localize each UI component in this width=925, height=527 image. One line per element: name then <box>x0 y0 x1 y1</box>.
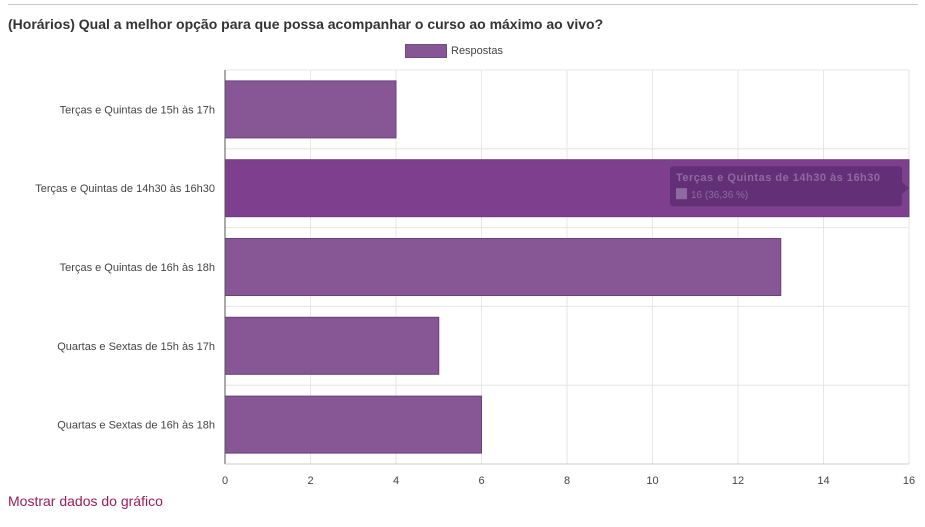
category-label: Quartas e Sextas de 16h às 18h <box>57 420 215 432</box>
bar <box>224 395 482 454</box>
question-title: (Horários) Qual a melhor opção para que … <box>8 16 604 32</box>
category-label: Quartas e Sextas de 15h às 17h <box>57 341 215 353</box>
x-tick-label: 8 <box>564 475 570 487</box>
show-chart-data-link[interactable]: Mostrar dados do gráfico <box>8 493 163 509</box>
tooltip-box <box>670 166 902 207</box>
chart-legend: Respostas <box>405 44 503 58</box>
tooltip-pointer <box>902 182 909 195</box>
category-label: Terças e Quintas de 14h30 às 16h30 <box>35 183 215 195</box>
tooltip-swatch <box>676 188 687 200</box>
x-tick-label: 12 <box>732 475 744 487</box>
x-tick-label: 10 <box>646 475 658 487</box>
bar <box>224 238 782 296</box>
x-tick-label: 6 <box>478 475 484 487</box>
category-label: Terças e Quintas de 15h às 17h <box>60 104 215 116</box>
bar <box>224 80 397 139</box>
legend-swatch <box>405 44 447 58</box>
tooltip-title: Terças e Quintas de 14h30 às 16h30 <box>676 172 881 184</box>
legend-label: Respostas <box>451 45 503 57</box>
x-tick-label: 0 <box>222 475 228 487</box>
tooltip-value: 16 (36,36 %) <box>691 190 748 201</box>
x-tick-label: 14 <box>817 475 829 487</box>
x-tick-label: 4 <box>393 475 399 487</box>
category-label: Terças e Quintas de 16h às 18h <box>60 262 215 274</box>
bar <box>224 316 440 375</box>
x-tick-label: 16 <box>903 475 915 487</box>
x-tick-label: 2 <box>307 475 313 487</box>
top-divider <box>8 4 918 5</box>
